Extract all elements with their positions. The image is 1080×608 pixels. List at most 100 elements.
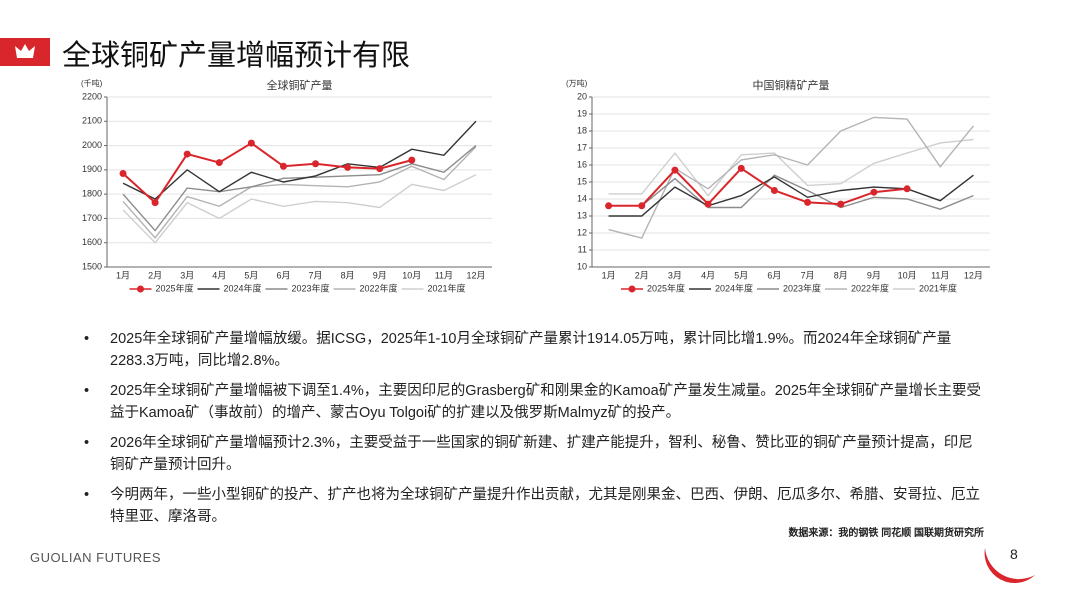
- series-line: [122, 146, 477, 239]
- legend-label: 2025年度: [156, 282, 194, 293]
- legend-marker: [628, 285, 636, 293]
- series-marker: [770, 187, 778, 194]
- x-tick-label: 4月: [212, 270, 226, 280]
- y-tick-label: 2000: [82, 140, 102, 150]
- x-tick-label: 1月: [116, 270, 130, 280]
- x-tick-label: 2月: [148, 270, 162, 280]
- series-line: [608, 174, 974, 210]
- x-tick-label: 12月: [466, 270, 485, 280]
- y-tick-label: 11: [578, 244, 587, 254]
- series-marker: [279, 162, 287, 170]
- source-note: 数据来源：我的钢铁 同花顺 国联期货研究所: [788, 528, 984, 539]
- x-tick-label: 4月: [701, 270, 715, 280]
- legend-label: 2023年度: [292, 282, 330, 293]
- chart-title: 中国铜精矿产量: [753, 78, 830, 92]
- y-tick-label: 20: [577, 91, 587, 101]
- legend-label: 2021年度: [919, 282, 957, 293]
- series-line: [122, 141, 413, 205]
- legend-label: 2024年度: [715, 282, 753, 293]
- bullet: 2025年全球铜矿产量增幅放缓。据ICSG，2025年1-10月全球铜矿产量累计…: [84, 328, 984, 372]
- y-tick-label: 2100: [82, 116, 102, 126]
- x-tick-label: 5月: [244, 270, 258, 280]
- series-marker: [183, 150, 191, 158]
- series-line: [608, 174, 974, 217]
- series-marker: [671, 166, 679, 174]
- series-marker: [837, 200, 845, 208]
- y-tick-label: 1900: [82, 164, 102, 174]
- series-line: [608, 116, 974, 239]
- series-marker: [903, 185, 911, 193]
- series-marker: [215, 159, 223, 167]
- legend-label: 2022年度: [851, 282, 889, 293]
- page-swoosh: [984, 548, 1035, 584]
- x-tick-label: 12月: [964, 270, 983, 280]
- y-tick-label: 17: [577, 142, 587, 152]
- x-tick-label: 6月: [767, 270, 781, 280]
- x-tick-label: 3月: [180, 270, 194, 280]
- y-tick-label: 16: [577, 159, 587, 169]
- series-marker: [119, 170, 127, 177]
- y-tick-label: 1600: [82, 237, 102, 247]
- x-tick-label: 5月: [734, 270, 748, 280]
- x-tick-label: 7月: [309, 270, 323, 280]
- y-tick-label: 19: [577, 108, 587, 118]
- x-tick-label: 3月: [668, 270, 682, 280]
- x-tick-label: 2月: [635, 270, 649, 280]
- brand: GUOLIAN FUTURES: [30, 550, 162, 565]
- series-marker: [151, 199, 159, 207]
- x-tick-label: 9月: [867, 270, 881, 280]
- series-marker: [737, 164, 745, 172]
- series-line: [122, 120, 477, 200]
- series-line: [608, 167, 908, 207]
- page-number: 8: [1010, 546, 1018, 562]
- y-tick-label: 1500: [82, 261, 102, 271]
- bullet: 今明两年，一些小型铜矿的投产、扩产也将为全球铜矿产量提升作出贡献，尤其是刚果金、…: [84, 484, 984, 528]
- x-tick-label: 6月: [276, 270, 290, 280]
- series-marker: [605, 202, 613, 210]
- series-marker: [408, 156, 416, 164]
- y-tick-label: 13: [577, 210, 587, 220]
- legend-label: 2024年度: [224, 282, 262, 293]
- series-line: [608, 138, 974, 197]
- series-marker: [638, 202, 646, 210]
- series-marker: [704, 200, 712, 208]
- legend-label: 2025年度: [647, 282, 685, 293]
- charts: 全球铜矿产量 (千吨) 1500 1600 1700 1800 1900 2000 2100 22…: [81, 78, 990, 293]
- y-tick-label: 15: [577, 176, 587, 186]
- bullet: 2026年全球铜矿产量增幅预计2.3%，主要受益于一些国家的铜矿新建、扩建产能提…: [84, 432, 984, 476]
- y-tick-label: 2200: [82, 91, 102, 101]
- x-tick-label: 10月: [898, 270, 917, 280]
- x-tick-label: 10月: [402, 270, 421, 280]
- y-tick-label: 1700: [82, 213, 102, 223]
- x-tick-label: 1月: [602, 270, 616, 280]
- x-tick-label: 11月: [931, 270, 949, 280]
- bullet-list: 2025年全球铜矿产量增幅放缓。据ICSG，2025年1-10月全球铜矿产量累计…: [84, 328, 984, 536]
- series-marker: [376, 165, 384, 173]
- bullet: 2025年全球铜矿产量增幅被下调至1.4%，主要因印尼的Grasberg矿和刚果…: [84, 380, 984, 424]
- legend-label: 2021年度: [428, 282, 466, 293]
- series-marker: [870, 188, 878, 196]
- y-tick-label: 12: [577, 227, 587, 237]
- chart-title: 全球铜矿产量: [267, 78, 333, 92]
- x-tick-label: 11月: [435, 270, 453, 280]
- x-tick-label: 8月: [834, 270, 848, 280]
- legend-label: 2023年度: [783, 282, 821, 293]
- series-line: [122, 145, 477, 232]
- y-unit: (千吨): [81, 78, 103, 88]
- x-tick-label: 7月: [801, 270, 815, 280]
- series-marker: [344, 163, 352, 171]
- series-marker: [312, 160, 320, 168]
- series-marker: [247, 139, 255, 147]
- y-tick-label: 14: [577, 193, 587, 203]
- crown-icon: [15, 44, 35, 58]
- slide-title: 全球铜矿产量增幅预计有限: [62, 40, 411, 72]
- y-unit: (万吨): [566, 78, 588, 88]
- series-line: [122, 174, 477, 244]
- legend-label: 2022年度: [360, 282, 398, 293]
- y-tick-label: 1800: [82, 189, 102, 199]
- legend-marker: [137, 285, 144, 293]
- x-tick-label: 8月: [341, 270, 355, 280]
- y-tick-label: 18: [577, 125, 587, 135]
